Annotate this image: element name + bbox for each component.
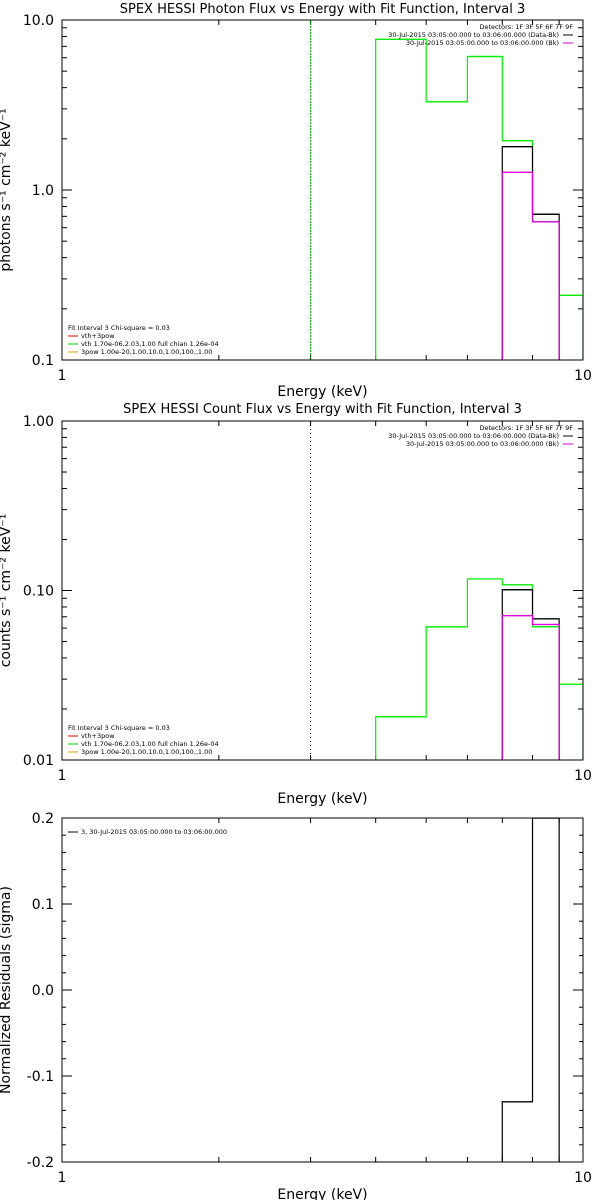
chart-panel-3: -0.2 -0.1 0.0 0.1 0.2 1 10 Energy (keV) Normaliz… [0,811,592,1200]
series-group [375,38,583,360]
y-tick-label: 0.1 [32,897,54,913]
chart-panel-2: SPEX HESSI Count Flux vs Energy with Fit… [0,402,592,807]
y-tick-label: 0.10 [23,584,54,600]
x-minor-ticks [218,818,560,1162]
y-tick-label: -0.2 [27,1155,54,1171]
x-axis-label: Energy (keV) [277,384,367,400]
series-3 [501,171,560,360]
x-minor-ticks [218,421,560,760]
legend-header: Fit Interval 3 Chi-square = 0.03 [68,724,170,732]
x-axis-label: Energy (keV) [277,1187,367,1200]
y-tick-label: 0.01 [23,753,54,769]
legend-entry: 3pow 1.00e-20,1.00,10.0,1.00,100.,1.00 [81,748,212,756]
x-tick-label: 1 [58,368,67,384]
series-line [501,615,560,760]
series-3 [501,615,560,760]
legend-entry: vth+3pow [81,332,115,340]
plot-frame [61,420,584,761]
y-tick-label: 1.0 [32,183,54,199]
chart-panel-1: SPEX HESSI Photon Flux vs Energy with Fi… [0,2,592,400]
x-tick-label: 1 [58,1170,67,1186]
y-tick-label: 0.1 [32,353,54,369]
y-axis-label: Normalized Residuals (sigma) [0,886,14,1094]
legend-entry: 3pow 1.00e-20,1.00,10.0,1.00,100.,1.00 [81,348,212,356]
series-2 [501,146,560,360]
legend: Fit Interval 3 Chi-square = 0.03vth+3pow… [68,724,219,756]
plot-frame [61,19,584,361]
detectors-label: Detectors: 1F 3F 5F 6F 7F 9F [479,424,573,432]
time-range-label: 30-Jul-2015 03:05:00.000 to 03:06:00.000… [406,440,559,448]
series-line [501,171,560,360]
y-tick-label: 0.2 [32,811,54,827]
detector-info: Detectors: 1F 3F 5F 6F 7F 9F30-Jul-2015 … [388,424,573,448]
detector-info: Detectors: 1F 3F 5F 6F 7F 9F30-Jul-2015 … [388,23,573,47]
x-tick-label: 10 [574,1170,592,1186]
series-line [501,146,560,360]
x-axis-label: Energy (keV) [277,791,367,807]
x-tick-label: 10 [574,368,592,384]
series-1 [501,818,560,1162]
legend-entry: 3, 30-Jul-2015 03:05:00.000 to 03:06:00.… [81,828,227,836]
series-1 [375,38,583,360]
y-tick-label: 1.00 [23,414,54,430]
y-minor-ticks [62,27,583,310]
x-minor-ticks [218,20,560,360]
series-1 [375,578,583,760]
chart-title: SPEX HESSI Count Flux vs Energy with Fit… [123,402,522,417]
time-range-label: 30-Jul-2015 03:05:00.000 to 03:06:00.000… [388,432,559,440]
series-line [501,818,560,1162]
x-tick-label: 1 [58,768,67,784]
y-axis-label: counts s⁻¹ cm⁻² keV⁻¹ [0,514,14,668]
series-group [501,818,560,1162]
y-minor-ticks [62,817,583,1163]
legend-entry: vth 1.70e-06,2.03,1.00 full chian 1.26e-… [81,740,219,748]
legend: 3, 30-Jul-2015 03:05:00.000 to 03:06:00.… [68,828,227,836]
y-axis-label: photons s⁻¹ cm⁻² keV⁻¹ [0,108,14,271]
legend-entry: vth+3pow [81,732,115,740]
legend-header: Fit Interval 3 Chi-square = 0.03 [68,324,170,332]
plot-frame [61,817,584,1163]
time-range-label: 30-Jul-2015 03:05:00.000 to 03:06:00.000… [406,39,559,47]
series-line [375,578,583,760]
series-line [375,38,583,360]
legend: Fit Interval 3 Chi-square = 0.03vth+3pow… [68,324,219,356]
y-tick-label: 0.0 [32,983,54,999]
y-minor-ticks [62,428,583,710]
chart-title: SPEX HESSI Photon Flux vs Energy with Fi… [120,2,526,17]
time-range-label: 30-Jul-2015 03:05:00.000 to 03:06:00.000… [388,31,559,39]
series-group [375,578,583,760]
x-tick-label: 10 [574,768,592,784]
detectors-label: Detectors: 1F 3F 5F 6F 7F 9F [479,23,573,31]
y-tick-label: -0.1 [27,1069,54,1085]
y-tick-label: 10.0 [23,13,54,29]
legend-entry: vth 1.70e-06,2.03,1.00 full chian 1.26e-… [81,340,219,348]
